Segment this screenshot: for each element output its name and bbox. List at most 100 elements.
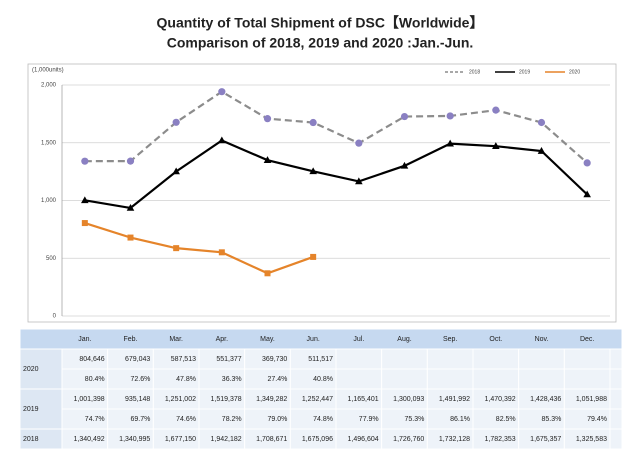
y-tick-label: 0 <box>53 314 57 320</box>
table-percent: 78.2% <box>222 416 242 423</box>
table-cell <box>335 348 383 370</box>
marker <box>309 118 317 127</box>
table-cell <box>609 348 623 370</box>
table-value: 1,051,988 <box>576 396 607 403</box>
table-cell <box>609 428 623 450</box>
table-cell <box>472 368 520 390</box>
table-value: 1,726,760 <box>393 436 424 443</box>
table-value: 679,043 <box>125 356 150 363</box>
table-percent: 75.3% <box>404 416 424 423</box>
table-value: 1,732,128 <box>439 436 470 443</box>
table-value: 1,519,378 <box>211 396 242 403</box>
table-value: 1,782,353 <box>485 436 516 443</box>
legend-label: 2019 <box>519 69 530 75</box>
chart-title: Quantity of Total Shipment of DSC【Worldw… <box>157 15 484 31</box>
marker <box>583 159 591 167</box>
table-cell <box>472 348 520 370</box>
table-value: 1,251,002 <box>165 396 196 403</box>
marker <box>400 112 409 121</box>
table-value: 511,517 <box>308 356 333 363</box>
column-header: Jan. <box>78 336 91 343</box>
marker <box>310 253 317 260</box>
table-value: 1,340,492 <box>74 436 105 443</box>
table-percent: 80.4% <box>85 376 105 383</box>
table-value: 1,325,583 <box>576 436 607 443</box>
y-axis-label: (1,000units) <box>32 68 64 74</box>
table-value: 1,349,282 <box>256 396 287 403</box>
column-header: Jun. <box>307 336 320 343</box>
series-line <box>84 222 314 275</box>
table-value: 1,300,093 <box>393 396 424 403</box>
table-cell <box>609 388 623 410</box>
table-cell <box>609 368 623 390</box>
row-label: 2019 <box>23 406 39 413</box>
legend-label: 2020 <box>569 69 580 75</box>
column-header: Feb. <box>123 336 137 343</box>
table-value: 551,377 <box>216 356 241 363</box>
table-percent: 86.1% <box>450 416 470 423</box>
marker <box>126 203 135 211</box>
column-header: Nov. <box>535 336 549 343</box>
row-label: 2020 <box>23 366 39 373</box>
table-percent: 74.7% <box>85 416 105 423</box>
marker <box>263 156 272 163</box>
marker <box>492 142 500 149</box>
legend-label: 2018 <box>469 69 480 75</box>
marker <box>126 157 135 165</box>
marker <box>400 161 409 169</box>
marker <box>218 249 225 256</box>
marker <box>172 167 180 175</box>
column-header: Sep. <box>443 336 457 343</box>
marker <box>81 157 89 165</box>
marker <box>355 177 363 185</box>
table-cell <box>609 408 623 430</box>
table-cell <box>426 368 474 390</box>
row-label: 2018 <box>23 436 39 443</box>
table-value: 1,428,436 <box>530 396 561 403</box>
column-header: Oct. <box>489 336 502 343</box>
table-value: 1,001,398 <box>74 396 105 403</box>
table-percent: 74.8% <box>313 416 333 423</box>
marker <box>127 234 134 241</box>
marker <box>309 167 317 175</box>
chart-subtitle: Comparison of 2018, 2019 and 2020 :Jan.-… <box>167 35 474 51</box>
table-value: 935,148 <box>125 396 150 403</box>
marker <box>264 270 271 277</box>
marker <box>81 196 89 204</box>
table-cell <box>426 348 474 370</box>
table-value: 1,496,604 <box>348 436 379 443</box>
marker <box>446 112 454 120</box>
marker <box>537 147 546 154</box>
table-value: 369,730 <box>262 356 287 363</box>
y-tick-label: 2,000 <box>41 83 57 89</box>
table-value: 1,470,392 <box>485 396 516 403</box>
table-value: 804,646 <box>79 356 104 363</box>
marker <box>172 118 180 126</box>
table-percent: 40.8% <box>313 376 333 383</box>
marker <box>173 245 180 252</box>
column-header: Apr. <box>216 336 229 343</box>
table-value: 1,942,182 <box>211 436 242 443</box>
table-value: 1,252,447 <box>302 396 333 403</box>
series-line <box>84 139 588 210</box>
marker <box>537 118 546 127</box>
table-value: 1,675,096 <box>302 436 333 443</box>
table-value: 1,677,150 <box>165 436 196 443</box>
table-value: 1,491,992 <box>439 396 470 403</box>
table-percent: 72.6% <box>130 376 150 383</box>
table-value: 1,165,401 <box>348 396 379 403</box>
y-tick-label: 1,000 <box>41 198 57 204</box>
table-value: 1,708,671 <box>256 436 287 443</box>
marker <box>492 106 500 114</box>
column-header: Dec. <box>580 336 594 343</box>
table-cell <box>518 348 565 370</box>
table-cell <box>335 368 383 390</box>
table-cell <box>381 348 428 370</box>
marker <box>218 136 226 144</box>
marker <box>446 139 454 147</box>
table-header <box>19 328 623 350</box>
table-percent: 69.7% <box>130 416 150 423</box>
y-tick-label: 1,500 <box>41 140 57 146</box>
column-header: Mar. <box>169 336 183 343</box>
